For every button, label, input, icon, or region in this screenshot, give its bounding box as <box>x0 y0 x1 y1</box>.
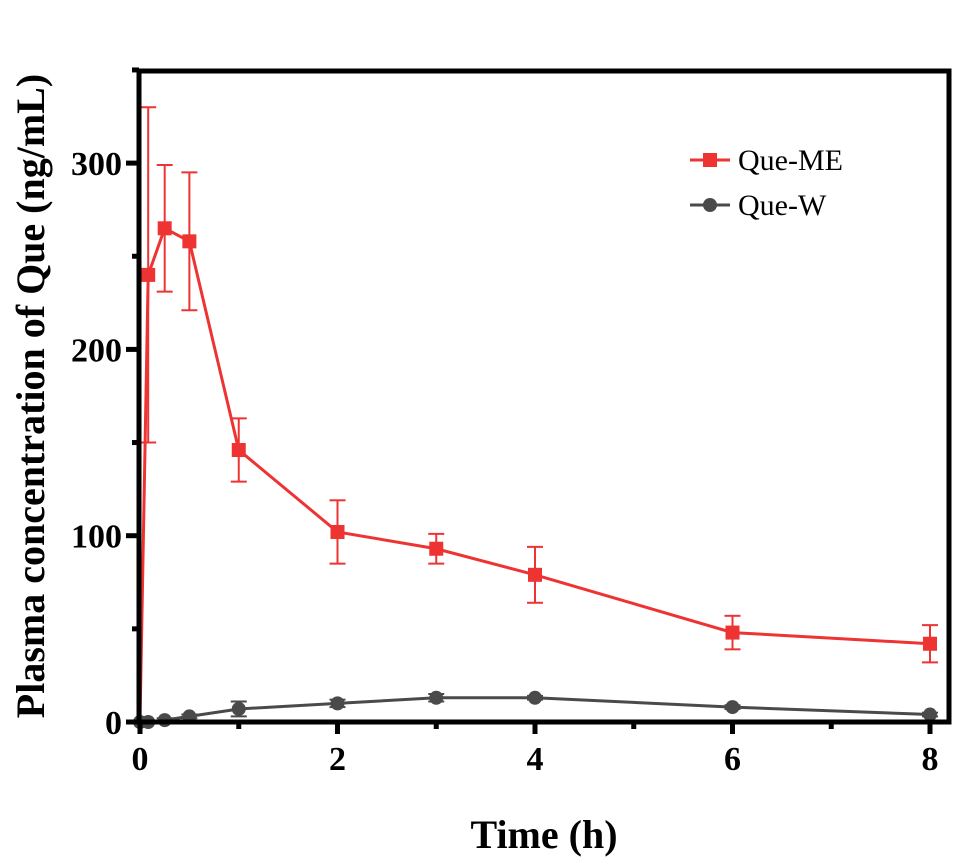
x-tick-label: 0 <box>132 741 149 778</box>
data-point <box>528 690 542 705</box>
data-point <box>231 443 246 458</box>
x-tick-label: 4 <box>527 741 544 778</box>
legend-marker <box>703 198 717 212</box>
ticks-layer: 0 2 4 6 8 0 100 200 300 <box>71 67 939 778</box>
series-line <box>138 226 931 723</box>
legend-item-que-me: Que-ME <box>690 144 843 177</box>
data-point <box>923 636 937 651</box>
series-layer <box>133 106 938 729</box>
legend-item-que-w: Que-W <box>690 189 827 222</box>
data-point <box>923 707 937 722</box>
data-point <box>231 701 246 716</box>
data-point <box>725 625 740 640</box>
legend: Que-ME Que-W <box>690 144 843 222</box>
y-axis-title: Plasma concentration of Que (ng/mL) <box>8 74 53 718</box>
y-tick-label: 0 <box>105 705 122 742</box>
series-que-me <box>138 106 938 723</box>
x-tick-label: 2 <box>329 741 346 778</box>
y-tick-label: 100 <box>71 519 122 556</box>
legend-label: Que-W <box>738 189 827 222</box>
x-tick-label: 8 <box>922 741 939 778</box>
y-tick-label: 200 <box>71 332 122 369</box>
data-point <box>429 690 444 705</box>
y-tick-label: 300 <box>71 146 122 183</box>
data-point <box>141 267 156 282</box>
data-point <box>429 541 444 556</box>
legend-label: Que-ME <box>738 144 843 177</box>
data-point <box>157 221 172 236</box>
data-point <box>725 700 740 715</box>
legend-marker <box>703 153 717 167</box>
x-axis-title: Time (h) <box>470 812 617 857</box>
plot-frame <box>136 68 952 725</box>
data-point <box>330 524 345 539</box>
x-tick-label: 6 <box>724 741 741 778</box>
data-point <box>330 696 345 711</box>
data-point <box>182 234 197 249</box>
data-point <box>528 567 542 582</box>
